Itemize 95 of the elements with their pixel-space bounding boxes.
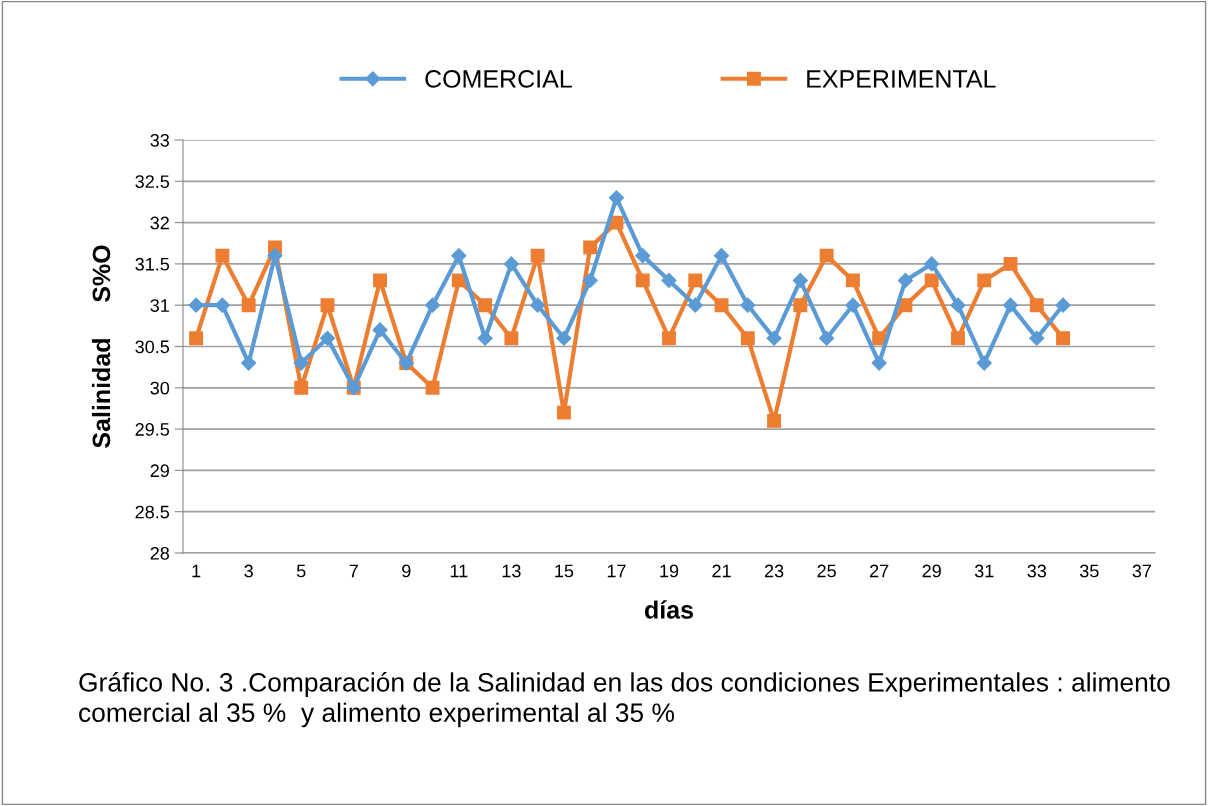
point <box>1003 256 1018 271</box>
text: Gráfico No. 3 .Comparación de la Salinidad en las dos condiciones Experimentales : alimento comercial al 35 % y alimento experimental al 35 % <box>79 672 1170 728</box>
point <box>950 297 966 313</box>
point <box>713 248 730 264</box>
point <box>503 256 519 272</box>
x-tick-label: 35 <box>1079 564 1099 578</box>
y-tick-label: 32 <box>150 216 169 230</box>
y-axis-title: Salinidad S%O <box>91 245 111 448</box>
x-tick-label: 23 <box>764 564 784 578</box>
point <box>872 331 887 346</box>
point <box>478 298 493 313</box>
x-tick-label: 37 <box>1132 564 1151 578</box>
point <box>373 273 387 288</box>
x-axis-title: días <box>645 600 693 619</box>
x-tick-label: 31 <box>974 564 994 578</box>
point <box>451 273 466 288</box>
point <box>687 297 703 313</box>
point <box>977 273 992 288</box>
y-tick-label: 33 <box>150 133 170 147</box>
point <box>530 297 546 313</box>
y-tick-label: 29 <box>150 464 169 478</box>
point <box>793 298 808 313</box>
point <box>372 322 388 338</box>
point <box>425 380 440 395</box>
point <box>293 355 309 371</box>
point <box>530 248 545 263</box>
point <box>189 331 204 346</box>
point <box>819 248 834 263</box>
point <box>662 331 676 346</box>
point <box>792 272 808 288</box>
x-tick-label: 29 <box>922 564 941 578</box>
point <box>1056 331 1070 346</box>
point <box>819 330 835 346</box>
x-tick-label: 3 <box>244 564 253 578</box>
x-tick-label: 11 <box>450 564 468 578</box>
point <box>556 405 571 420</box>
y-tick-label: 31.5 <box>135 257 170 271</box>
point <box>608 190 625 206</box>
y-tick-label: 29.5 <box>135 423 170 436</box>
point <box>241 298 256 313</box>
point <box>924 256 940 272</box>
x-tick-label: 13 <box>502 564 521 578</box>
point <box>714 298 729 313</box>
point <box>451 248 467 264</box>
point <box>740 331 755 346</box>
y-tick-label: 30 <box>150 381 170 395</box>
point <box>661 272 677 288</box>
x-tick-label: 15 <box>555 564 574 578</box>
point <box>845 297 861 313</box>
point <box>477 330 493 346</box>
point <box>188 297 204 313</box>
y-tick-label: 28.5 <box>135 505 170 519</box>
point <box>897 272 914 288</box>
x-tick-label: 5 <box>296 564 306 578</box>
point <box>556 330 572 346</box>
y-tick-label: 28 <box>150 546 170 560</box>
point <box>1029 298 1044 313</box>
legend-label: EXPERIMENTAL <box>807 70 996 88</box>
point <box>635 248 651 264</box>
point <box>241 355 257 371</box>
y-tick-label: 32.5 <box>135 175 170 189</box>
point <box>215 248 230 263</box>
point <box>976 355 992 371</box>
y-tick-label: 31 <box>150 299 169 312</box>
x-tick-label: 1 <box>192 564 201 578</box>
x-tick-label: 33 <box>1027 564 1047 578</box>
point <box>924 273 939 288</box>
point <box>766 330 782 346</box>
x-tick-label: 27 <box>870 564 889 578</box>
point <box>294 380 309 395</box>
point <box>740 297 756 313</box>
point <box>320 298 335 313</box>
point <box>688 273 703 288</box>
point <box>582 272 598 288</box>
point <box>214 297 230 313</box>
point <box>1055 297 1071 313</box>
x-tick-label: 19 <box>660 564 679 578</box>
point <box>951 331 965 346</box>
x-tick-label: 25 <box>817 564 836 578</box>
point <box>635 273 650 288</box>
point <box>1029 330 1045 346</box>
point <box>319 330 336 346</box>
y-tick-label: 30.5 <box>135 340 170 354</box>
x-tick-label: 21 <box>712 564 731 578</box>
point <box>845 273 860 288</box>
point <box>504 331 519 346</box>
x-tick-label: 7 <box>349 564 358 578</box>
point <box>583 240 598 255</box>
point <box>424 297 441 313</box>
x-tick-label: 9 <box>402 564 411 578</box>
point <box>1002 297 1019 313</box>
legend-label: COMERCIAL <box>425 70 572 88</box>
point <box>767 413 782 428</box>
point <box>871 355 887 371</box>
x-tick-label: 17 <box>607 564 626 578</box>
